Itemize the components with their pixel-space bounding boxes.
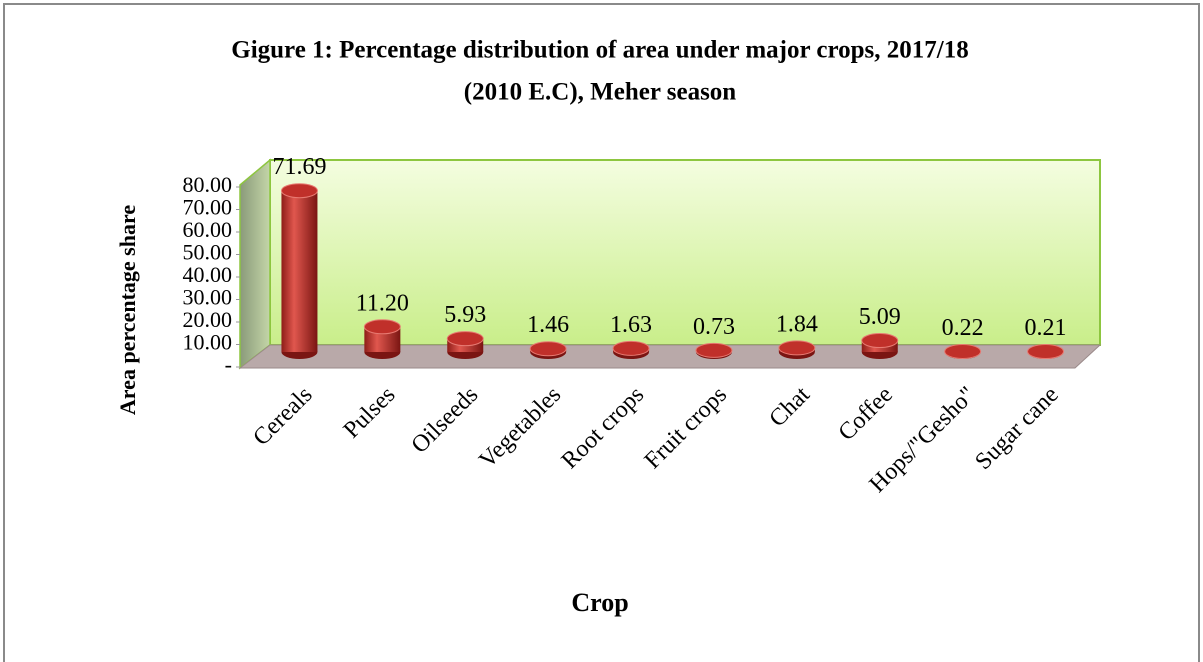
bar-cap [446,331,484,347]
chart-title: Gigure 1: Percentage distribution of are… [231,37,968,64]
bar-cap [778,340,816,356]
value-label: 1.46 [527,312,569,338]
x-tick-label: Cereals [248,382,317,451]
x-tick-label: Fruit crops [640,382,732,474]
y-tick-label: 10.00 [183,330,233,355]
value-label: 0.21 [1025,315,1067,341]
y-tick-label: 80.00 [183,172,233,197]
x-tick-label: Chat [765,382,816,433]
value-label: 71.69 [272,154,326,180]
y-tick-label: 50.00 [183,240,233,265]
bar-cap [529,341,567,357]
value-label: 1.84 [776,311,818,337]
side-wall [239,158,271,370]
value-label: 5.93 [444,302,486,328]
bar-cap [363,319,401,335]
value-label: 0.22 [942,315,984,341]
x-tick-label: Pulses [339,382,401,444]
bar [281,190,318,352]
chart-title: (2010 E.C), Meher season [464,79,737,106]
y-tick-label: 70.00 [183,195,233,220]
x-tick-label: Root crops [557,382,649,474]
x-axis-title: Crop [571,588,628,617]
value-label: 1.63 [610,312,652,338]
y-tick-label: 60.00 [183,217,233,242]
x-tick-label: Sugar cane [970,382,1063,475]
bar-cap [280,183,318,199]
bar-cap [944,344,982,360]
y-tick-label: - [225,352,232,377]
x-tick-label: Coffee [834,382,898,446]
y-tick-label: 30.00 [183,285,233,310]
y-axis-title: Area percentage share [115,205,140,415]
bar-cap [861,333,899,349]
bar-cap [612,340,650,356]
bar-cap [695,342,733,358]
y-tick-label: 40.00 [183,262,233,287]
value-label: 11.20 [356,290,409,316]
bar-cap [1027,344,1065,360]
x-tick-label: Vegetables [474,382,566,474]
x-tick-label: Oilseeds [407,382,484,459]
value-label: 5.09 [859,304,901,330]
y-tick-label: 20.00 [183,307,233,332]
frame [3,3,1200,662]
value-label: 0.73 [693,314,735,340]
